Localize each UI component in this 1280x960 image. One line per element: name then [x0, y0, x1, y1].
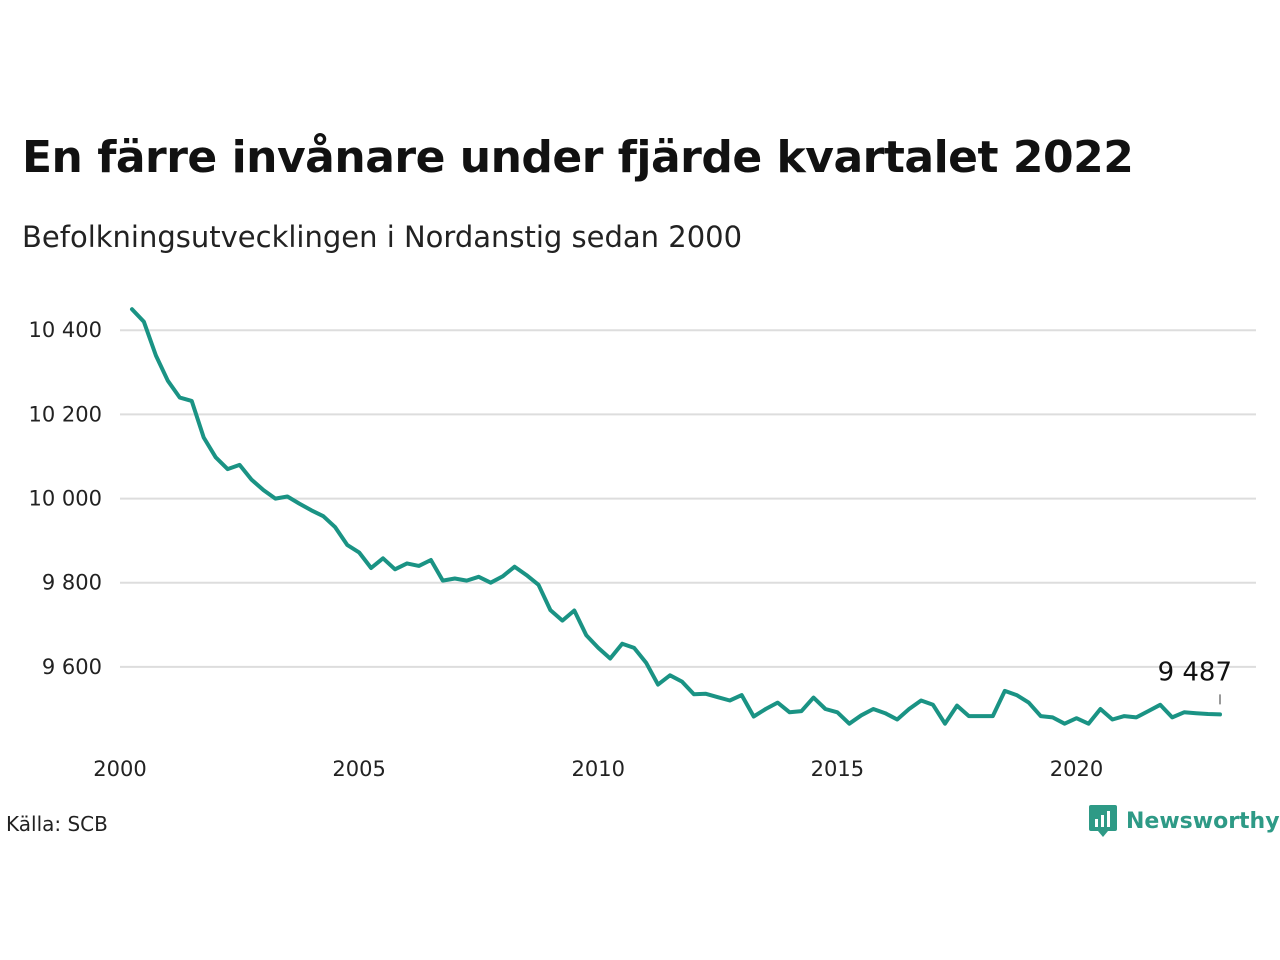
end-value-label: 9 487: [1158, 657, 1232, 687]
x-tick-label: 2015: [811, 757, 864, 781]
y-tick-label: 9 600: [42, 655, 102, 679]
y-tick-label: 10 400: [29, 318, 102, 342]
x-tick-label: 2020: [1050, 757, 1103, 781]
y-tick-label: 9 800: [42, 571, 102, 595]
y-tick-label: 10 000: [29, 487, 102, 511]
y-tick-label: 10 200: [29, 402, 102, 426]
brand-logo: Newsworthy: [1088, 804, 1280, 838]
grid-layer: [120, 329, 1256, 668]
source-note: Källa: SCB: [6, 812, 108, 836]
series-layer: 9 487: [130, 307, 1232, 726]
series-line: [130, 307, 1222, 726]
x-tick-label: 2010: [572, 757, 625, 781]
x-tick-label: 2005: [332, 757, 385, 781]
brand-name: Newsworthy: [1126, 808, 1280, 834]
x-tick-label: 2000: [93, 757, 146, 781]
axis-layer: 9 600 9 800 10 000 10 200 10 400 2000 2005 2010…: [29, 318, 1104, 781]
chart-subtitle: Befolkningsutvecklingen i Nordanstig sed…: [22, 220, 743, 254]
chart-title: En färre invånare under fjärde kvartalet…: [22, 132, 1134, 183]
newsworthy-logo-icon: [1089, 805, 1117, 837]
